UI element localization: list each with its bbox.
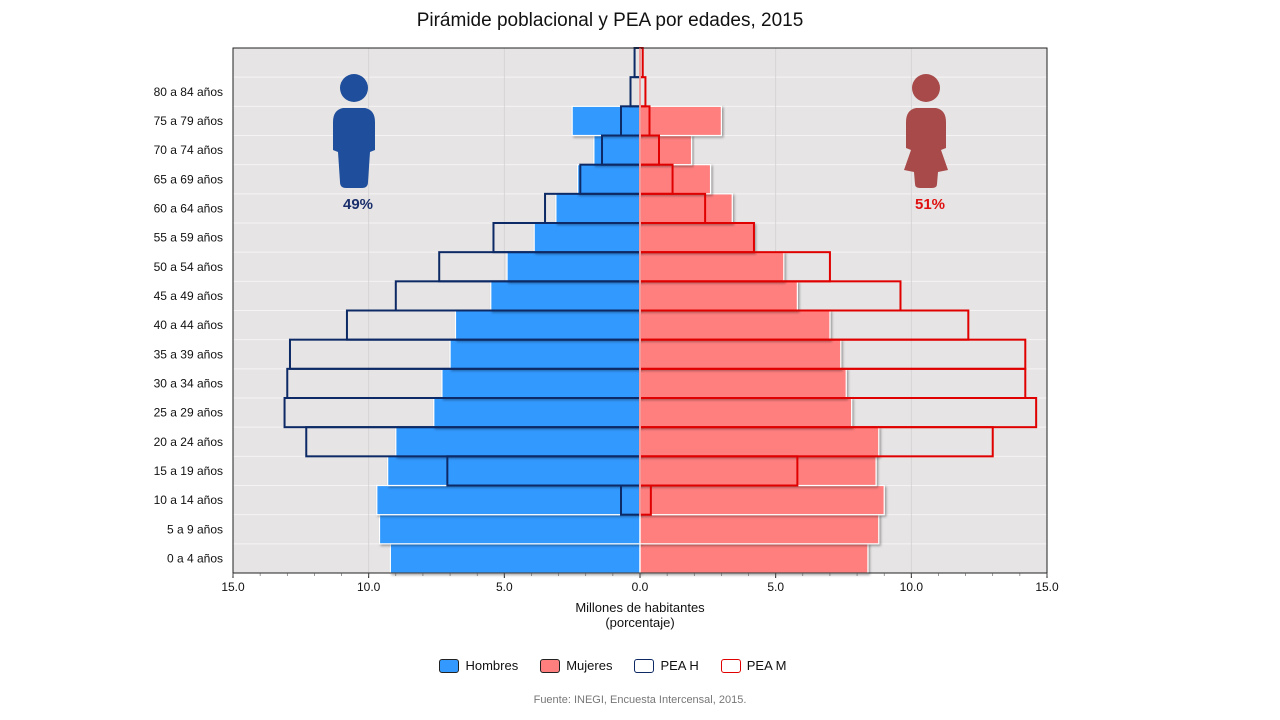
legend-item-pea-m: PEA M [720,658,787,673]
bar-hombres [533,222,641,253]
male-person-icon [333,74,375,188]
bar-mujeres [639,309,831,341]
y-tick-label: 60 a 64 años [154,201,223,215]
bar-mujeres [639,222,755,253]
x-axis-title-line1: Millones de habitantes [575,600,705,615]
legend-label-mujeres: Mujeres [566,658,613,673]
y-tick-label: 20 a 24 años [154,435,223,449]
bar-mujeres [639,543,869,574]
bar-hombres [454,309,641,341]
bar-hombres [433,397,641,428]
bar-mujeres [639,193,733,224]
x-axis-title: Millones de habitantes (porcentaje) [440,600,840,630]
bar-hombres [441,368,641,399]
y-tick-label: 75 a 79 años [154,114,223,128]
y-tick-label: 5 a 9 años [167,522,223,536]
bar-mujeres [639,339,842,370]
x-tick-label: 15.0 [1035,580,1059,594]
x-axis-title-line2: (porcentaje) [605,615,675,630]
source-note: Fuente: INEGI, Encuesta Intercensal, 201… [533,694,747,706]
chart-title: Pirámide poblacional y PEA por edades, 2… [416,10,804,31]
y-tick-label: 40 a 44 años [154,318,223,332]
bar-hombres [490,280,641,312]
bar-hombres [576,164,641,195]
legend-swatch-pea-m [720,658,741,673]
y-tick-label: 25 a 29 años [154,406,223,420]
bar-hombres [387,455,641,487]
y-tick-label: 50 a 54 años [154,260,223,274]
legend-label-pea-m: PEA M [746,658,787,673]
x-tick-label: 10.0 [357,580,381,594]
y-tick-label: 10 a 14 años [154,493,223,507]
bar-hombres [378,514,641,545]
x-tick-label: 5.0 [767,580,784,594]
legend-swatch-mujeres [540,658,561,673]
y-tick-label: 0 a 4 años [167,551,223,565]
y-tick-label: 55 a 59 años [154,231,223,245]
legend-item-pea-h: PEA H [634,658,699,673]
y-tick-label: 80 a 84 años [154,85,223,99]
female-person-icon [904,74,948,188]
x-tick-label: 10.0 [900,580,924,594]
population-bars [376,105,885,574]
legend-item-mujeres: Mujeres [540,658,612,673]
x-tick-label: 5.0 [496,580,513,594]
bar-mujeres [639,105,723,137]
y-axis-labels: 0 a 4 años 5 a 9 años 10 a 14 años 15 a 19 … [154,85,223,566]
bar-mujeres [639,397,853,428]
x-tick-label: 15.0 [221,580,245,594]
bar-hombres [571,105,641,137]
bar-hombres [593,134,641,166]
y-tick-label: 30 a 34 años [154,376,223,390]
y-tick-label: 70 a 74 años [154,143,223,157]
bar-mujeres [639,426,880,457]
bar-mujeres [639,484,885,516]
bar-mujeres [639,455,877,487]
bar-mujeres [639,514,880,545]
bar-hombres [376,484,641,516]
bar-mujeres [639,164,712,195]
legend-label-pea-h: PEA H [660,658,699,673]
bar-mujeres [639,251,785,282]
bar-hombres [555,193,641,224]
bar-hombres [449,339,641,370]
y-tick-label: 45 a 49 años [154,289,223,303]
bar-mujeres [639,134,693,166]
legend-label-hombres: Hombres [465,658,519,673]
bar-hombres [506,251,641,282]
female-percentage: 51% [915,196,945,213]
bar-hombres [389,543,641,574]
legend-swatch-hombres [439,658,460,673]
legend-item-hombres: Hombres [439,658,518,673]
y-tick-label: 65 a 69 años [154,172,223,186]
bar-mujeres [639,368,847,399]
male-percentage: 49% [343,196,373,213]
y-tick-label: 15 a 19 años [154,464,223,478]
bar-mujeres [639,280,798,312]
legend: Hombres Mujeres PEA H PEA M [0,658,1260,673]
y-tick-label: 35 a 39 años [154,347,223,361]
legend-swatch-pea-h [634,658,655,673]
x-tick-label: 0.0 [632,580,649,594]
bar-hombres [395,426,641,457]
x-axis-ticks: 15.0 10.0 5.0 0.0 5.0 10.0 15.0 [221,573,1059,594]
